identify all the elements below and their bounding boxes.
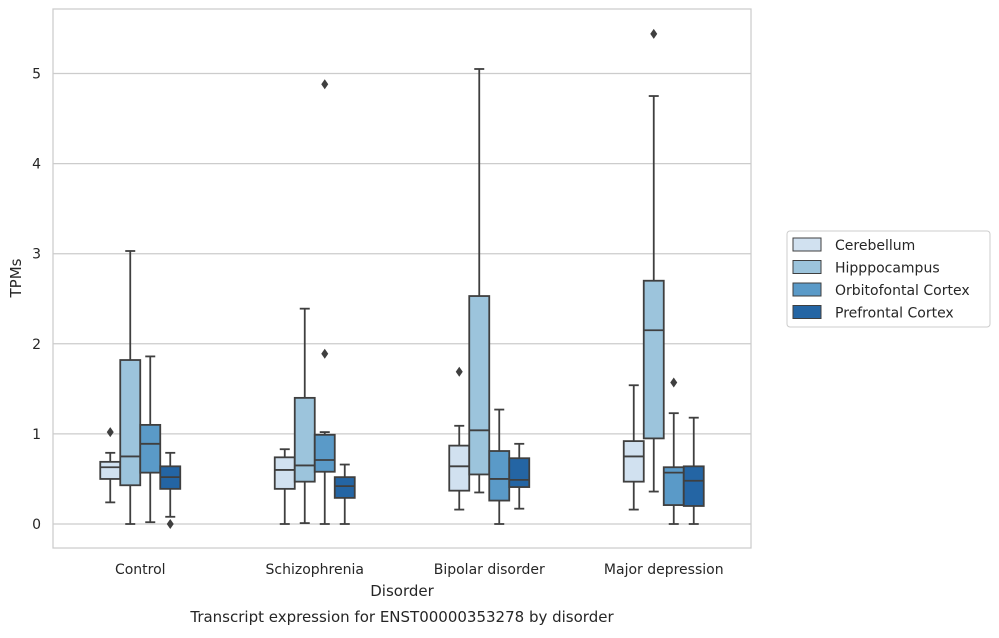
box-group: [293, 307, 316, 524]
box-group: [642, 28, 665, 493]
box-group: [333, 463, 356, 525]
outlier-point: [650, 28, 658, 39]
outlier-point: [321, 79, 329, 90]
y-tick-label: 3: [32, 247, 41, 263]
box-group: [139, 355, 162, 524]
legend-label: Orbitofontal Cortex: [835, 283, 970, 299]
box-group: [273, 448, 296, 525]
outlier-point: [106, 427, 114, 438]
x-tick-label: Schizophrenia: [266, 562, 364, 578]
y-tick-label: 5: [32, 67, 41, 83]
legend-label: Cerebellum: [835, 238, 915, 254]
box: [468, 295, 491, 476]
y-axis-ticks: 0 1 2 3 4 5: [32, 67, 41, 534]
chart-title: Transcript expression for ENST0000035327…: [189, 608, 614, 626]
y-tick-label: 1: [32, 427, 41, 443]
legend-swatch: [792, 260, 822, 274]
legend-swatch: [792, 282, 822, 297]
box: [622, 440, 645, 483]
box: [333, 476, 356, 499]
box-group: [313, 79, 336, 525]
outlier-point: [670, 377, 678, 388]
box: [119, 359, 142, 487]
box: [273, 456, 296, 490]
boxes: [99, 28, 705, 529]
box-group: [468, 68, 491, 494]
box-group: [99, 427, 122, 504]
legend-label: Hipppocampus: [835, 261, 940, 277]
x-tick-label: Major depression: [604, 562, 724, 578]
gridlines: [53, 72, 751, 525]
x-axis-label: Disorder: [370, 582, 434, 600]
box-group: [662, 377, 685, 525]
box: [682, 465, 705, 507]
box-group: [508, 442, 531, 510]
y-tick-label: 4: [32, 157, 41, 173]
box: [99, 460, 122, 480]
box-group: [682, 416, 705, 525]
box: [508, 457, 531, 488]
box: [313, 433, 336, 473]
box: [488, 450, 511, 502]
outlier-point: [455, 366, 463, 377]
y-axis-label: TPMs: [7, 258, 25, 298]
legend-label: Prefrontal Cortex: [835, 306, 954, 322]
box: [293, 396, 316, 483]
outlier-point: [321, 348, 329, 359]
x-tick-label: Bipolar disorder: [434, 562, 545, 578]
box-group: [448, 366, 471, 511]
y-tick-label: 0: [32, 517, 41, 533]
box: [642, 279, 665, 440]
y-tick-label: 2: [32, 337, 41, 353]
box-group: [488, 408, 511, 525]
box-group: [622, 384, 645, 511]
plot-area: [52, 8, 752, 549]
box-group: [159, 451, 182, 529]
x-axis-ticks: Control Schizophrenia Bipolar disorder Majo…: [115, 562, 724, 578]
legend: Cerebellum Hipppocampus Orbitofontal Corte…: [786, 230, 991, 328]
x-tick-label: Control: [115, 562, 166, 578]
legend-swatch: [792, 305, 822, 319]
legend-items: Cerebellum Hipppocampus Orbitofontal Corte…: [792, 237, 970, 322]
legend-swatch: [792, 237, 822, 252]
box: [448, 444, 471, 492]
box: [139, 423, 162, 474]
outlier-point: [166, 519, 174, 529]
box-group: [119, 250, 142, 525]
legend-frame: [786, 230, 991, 328]
